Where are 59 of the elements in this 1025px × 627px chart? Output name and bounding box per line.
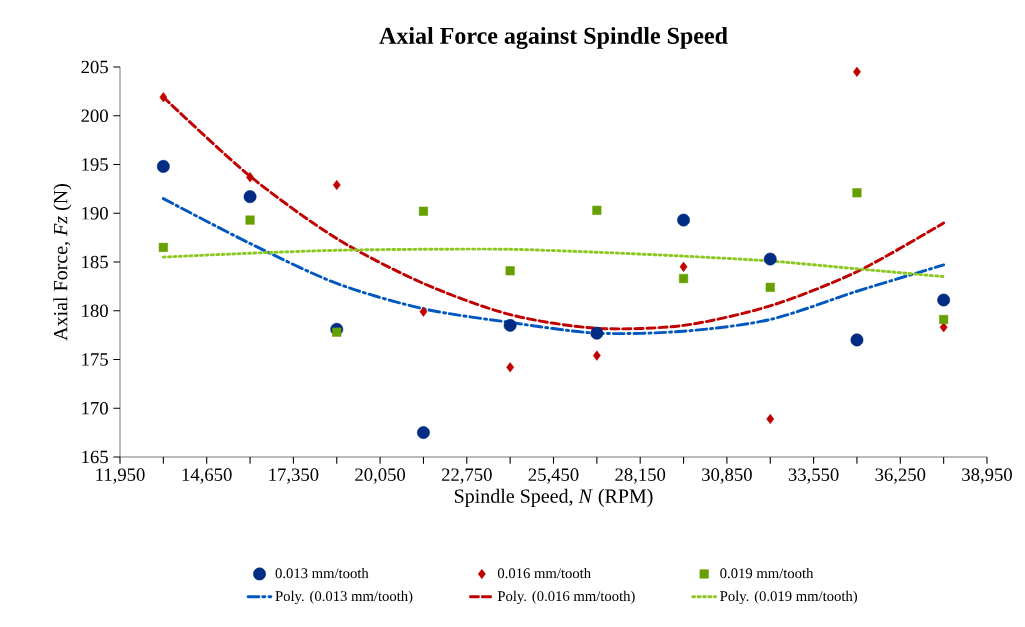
x-tick-label: 11,950: [96, 468, 145, 484]
x-tick-label: 14,650: [182, 468, 232, 484]
point: [852, 188, 862, 198]
legend-label: 0.019 mm/tooth: [720, 567, 814, 579]
y-tick-label: 200: [81, 109, 108, 123]
legend-label: Poly. (0.019 mm/tooth): [720, 590, 858, 605]
point: [766, 413, 775, 425]
legend-label: Poly. (0.016 mm/tooth): [497, 590, 635, 605]
x-tick-label: 33,550: [788, 468, 839, 484]
point: [503, 318, 517, 332]
point: [505, 266, 515, 276]
point: [156, 160, 170, 173]
point: [158, 242, 168, 252]
x-tick-label: 30,850: [702, 468, 752, 484]
point: [592, 350, 601, 361]
point: [939, 314, 949, 325]
x-tick-label: 36,250: [875, 468, 926, 484]
y-axis-title: Axial Force, Fz (N): [53, 184, 72, 341]
x-tick-label: 17,350: [269, 468, 319, 484]
y-tick-label: 195: [82, 158, 108, 171]
point: [590, 326, 604, 340]
point: [332, 179, 341, 191]
x-tick-label: 22,750: [441, 468, 492, 484]
point: [853, 66, 861, 77]
x-axis-title: Spindle Speed, N (RPM): [454, 488, 653, 507]
y-tick-label: 165: [82, 450, 108, 464]
point: [418, 206, 428, 216]
legend-label: Poly. (0.013 mm/tooth): [275, 590, 413, 605]
point: [246, 172, 254, 183]
point: [159, 92, 168, 103]
y-tick-label: 175: [82, 353, 108, 366]
point: [419, 306, 428, 317]
y-tick-label: 180: [82, 304, 108, 318]
y-tick-label: 170: [82, 401, 108, 415]
point: [677, 213, 690, 227]
line-series: [161, 247, 946, 279]
y-tick-label: 190: [82, 206, 108, 220]
point: [850, 333, 864, 347]
point: [506, 362, 515, 373]
point: [765, 282, 775, 292]
y-tick-label: 185: [82, 255, 108, 269]
legend-label: 0.016 mm/tooth: [497, 567, 591, 579]
point: [592, 205, 602, 215]
legend-label: 0.013 mm/tooth: [275, 567, 369, 579]
point: [679, 274, 689, 284]
x-tick-label: 20,050: [355, 468, 406, 484]
x-tick-label: 38,950: [962, 468, 1012, 484]
point: [332, 327, 342, 337]
point: [939, 322, 948, 333]
point: [245, 215, 255, 225]
point: [937, 293, 951, 307]
point: [243, 190, 257, 204]
point: [763, 252, 777, 266]
point: [679, 261, 688, 272]
y-tick-label: 205: [81, 60, 108, 74]
point: [417, 426, 430, 440]
x-tick-label: 28,150: [615, 468, 666, 484]
chart-title: Axial Force against Spindle Speed: [379, 26, 728, 49]
x-tick-label: 25,450: [528, 468, 579, 484]
